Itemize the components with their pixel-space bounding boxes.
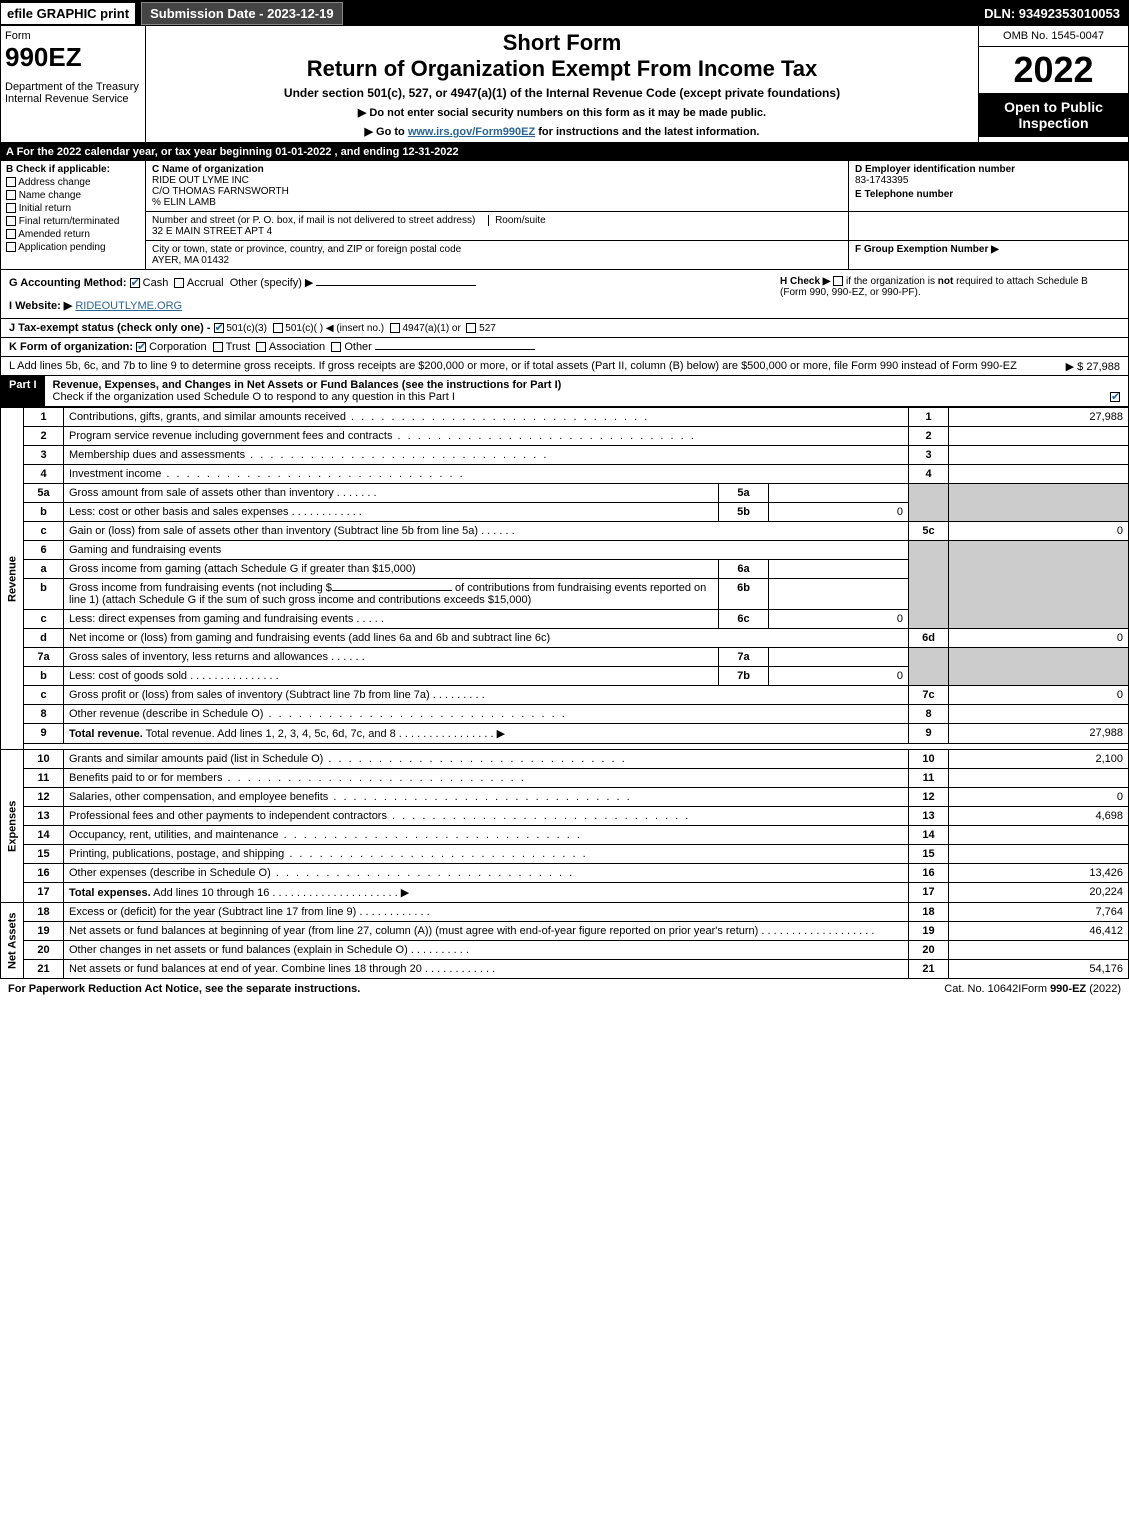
line-5c-val: 0 — [949, 522, 1129, 541]
line-10-val: 2,100 — [949, 750, 1129, 769]
line-12-val: 0 — [949, 788, 1129, 807]
line-1-val: 27,988 — [949, 408, 1129, 427]
k-label: K Form of organization: — [9, 341, 133, 353]
check-amended[interactable] — [6, 229, 16, 239]
cat-no: Cat. No. 10642I — [944, 983, 1021, 995]
check-trust[interactable] — [213, 342, 223, 352]
part-i-check-text: Check if the organization used Schedule … — [53, 391, 455, 403]
j-label: J Tax-exempt status (check only one) - — [9, 322, 211, 334]
l-text: L Add lines 5b, 6c, and 7b to line 9 to … — [9, 360, 1017, 372]
part-i-label: Part I — [1, 376, 45, 406]
form-word: Form — [5, 30, 141, 42]
row-j: J Tax-exempt status (check only one) - 5… — [0, 319, 1129, 338]
g-label: G Accounting Method: — [9, 277, 127, 289]
form-table: Revenue 1Contributions, gifts, grants, a… — [0, 407, 1129, 979]
h-label: H Check ▶ — [780, 276, 830, 287]
addr-label: Number and street (or P. O. box, if mail… — [152, 215, 475, 226]
line-18-val: 7,764 — [949, 903, 1129, 922]
col-b: B Check if applicable: Address change Na… — [1, 161, 146, 269]
omb: OMB No. 1545-0047 — [979, 26, 1128, 47]
goto-note: ▶ Go to www.irs.gov/Form990EZ for instru… — [154, 125, 970, 138]
l-val: ▶ $ 27,988 — [1066, 360, 1120, 373]
footer: For Paperwork Reduction Act Notice, see … — [0, 979, 1129, 999]
row-l: L Add lines 5b, 6c, and 7b to line 9 to … — [0, 357, 1129, 376]
h-text1: if the organization is not required to a… — [846, 276, 1088, 287]
subtitle: Under section 501(c), 527, or 4947(a)(1)… — [154, 86, 970, 100]
check-527[interactable] — [466, 323, 476, 333]
part-i-heading: Revenue, Expenses, and Changes in Net As… — [53, 379, 562, 391]
topbar: efile GRAPHIC print Submission Date - 20… — [0, 0, 1129, 26]
check-4947[interactable] — [390, 323, 400, 333]
d-label: D Employer identification number — [855, 164, 1122, 175]
check-assoc[interactable] — [256, 342, 266, 352]
i-label: I Website: ▶ — [9, 300, 72, 312]
section-b-h: B Check if applicable: Address change Na… — [0, 161, 1129, 270]
website-link[interactable]: RIDEOUTLYME.ORG — [75, 300, 182, 312]
ein: 83-1743395 — [855, 175, 1122, 186]
expenses-label: Expenses — [1, 750, 24, 903]
line-7b-val: 0 — [769, 667, 909, 686]
line-9-val: 27,988 — [949, 724, 1129, 744]
check-h[interactable] — [833, 276, 843, 286]
check-corp[interactable] — [136, 342, 146, 352]
form-number: 990EZ — [5, 42, 141, 73]
netassets-label: Net Assets — [1, 903, 24, 979]
line-16-val: 13,426 — [949, 864, 1129, 883]
tax-year: 2022 — [979, 47, 1128, 93]
line-19-val: 46,412 — [949, 922, 1129, 941]
line-21-val: 54,176 — [949, 960, 1129, 979]
check-501c[interactable] — [273, 323, 283, 333]
form-header: Form 990EZ Department of the Treasury In… — [0, 26, 1129, 143]
main-title: Return of Organization Exempt From Incom… — [154, 56, 970, 82]
inspection-badge: Open to Public Inspection — [979, 93, 1128, 137]
check-501c3[interactable] — [214, 323, 224, 333]
row-a: A For the 2022 calendar year, or tax yea… — [0, 143, 1129, 161]
form-ref: Form 990-EZ (2022) — [1021, 983, 1121, 995]
dept: Department of the Treasury Internal Reve… — [5, 81, 141, 105]
line-17-val: 20,224 — [949, 883, 1129, 903]
dln: DLN: 93492353010053 — [976, 3, 1128, 24]
org-co: C/O THOMAS FARNSWORTH — [152, 186, 842, 197]
paperwork-notice: For Paperwork Reduction Act Notice, see … — [8, 983, 944, 995]
city-label: City or town, state or province, country… — [152, 244, 842, 255]
c-label: C Name of organization — [152, 164, 842, 175]
row-gh: G Accounting Method: Cash Accrual Other … — [0, 270, 1129, 319]
line-6c-val: 0 — [769, 610, 909, 629]
check-address[interactable] — [6, 177, 16, 187]
revenue-label: Revenue — [1, 408, 24, 750]
part-i-header: Part I Revenue, Expenses, and Changes in… — [0, 376, 1129, 407]
b-label: B Check if applicable: — [6, 164, 140, 175]
line-5b-val: 0 — [769, 503, 909, 522]
line-7c-val: 0 — [949, 686, 1129, 705]
col-cde: C Name of organization RIDE OUT LYME INC… — [146, 161, 1128, 269]
line-6d-val: 0 — [949, 629, 1129, 648]
efile-label: efile GRAPHIC print — [1, 3, 135, 24]
check-name[interactable] — [6, 190, 16, 200]
check-final[interactable] — [6, 216, 16, 226]
short-form-title: Short Form — [154, 30, 970, 56]
line-13-val: 4,698 — [949, 807, 1129, 826]
check-other-org[interactable] — [331, 342, 341, 352]
row-k: K Form of organization: Corporation Trus… — [0, 338, 1129, 357]
room-label: Room/suite — [488, 215, 546, 226]
street: 32 E MAIN STREET APT 4 — [152, 226, 842, 237]
irs-link[interactable]: www.irs.gov/Form990EZ — [408, 126, 535, 138]
submission-date: Submission Date - 2023-12-19 — [141, 2, 343, 25]
h-text2: (Form 990, 990-EZ, or 990-PF). — [780, 287, 921, 298]
check-pending[interactable] — [6, 242, 16, 252]
check-part-i[interactable] — [1110, 392, 1120, 402]
e-label: E Telephone number — [855, 189, 1122, 200]
check-cash[interactable] — [130, 278, 140, 288]
org-pct: % ELIN LAMB — [152, 197, 842, 208]
org-name: RIDE OUT LYME INC — [152, 175, 842, 186]
ssn-note: ▶ Do not enter social security numbers o… — [154, 106, 970, 119]
check-initial[interactable] — [6, 203, 16, 213]
f-label: F Group Exemption Number ▶ — [855, 244, 999, 255]
city: AYER, MA 01432 — [152, 255, 842, 266]
check-accrual[interactable] — [174, 278, 184, 288]
